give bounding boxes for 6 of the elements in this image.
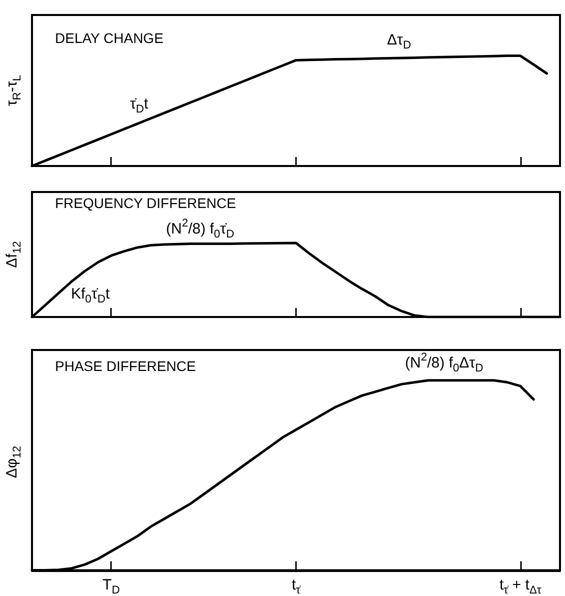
chart-title: FREQUENCY DIFFERENCE (55, 195, 236, 211)
y-axis-title: Δφ12 (4, 446, 24, 478)
chart-title: DELAY CHANGE (55, 30, 164, 46)
y-axis-title: Δf12 (4, 241, 24, 268)
y-axis-title: τR-τL (4, 74, 24, 106)
chart-title: PHASE DIFFERENCE (55, 358, 196, 374)
